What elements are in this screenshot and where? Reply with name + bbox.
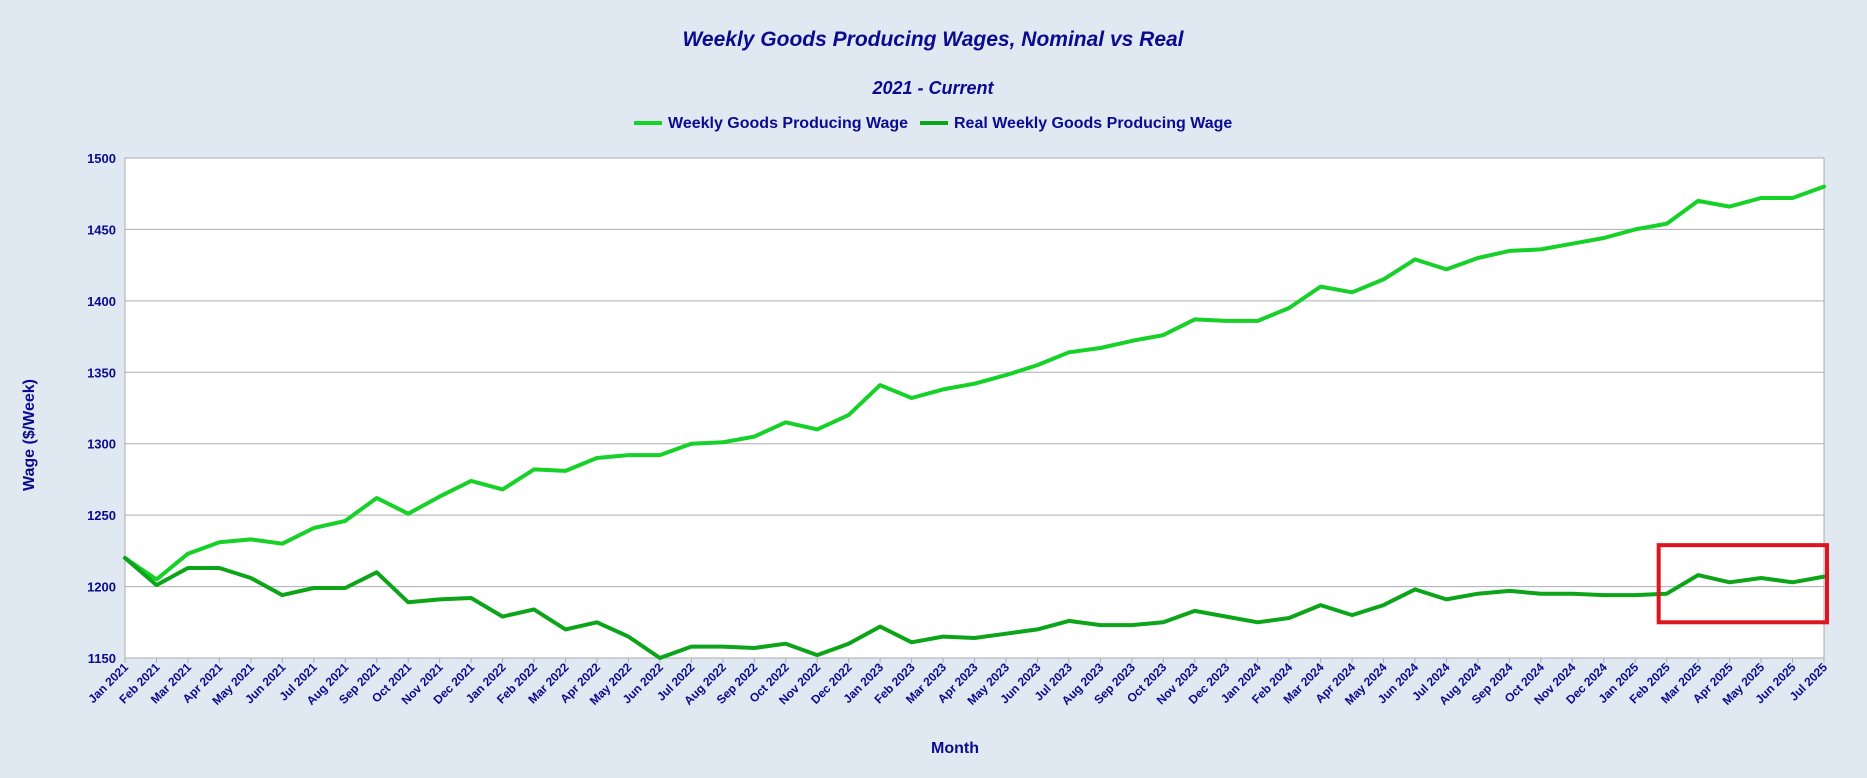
legend-label-real: Real Weekly Goods Producing Wage	[954, 115, 1232, 132]
highlight-box	[1656, 543, 1829, 625]
y-tick-label: 1300	[87, 437, 116, 452]
legend: Weekly Goods Producing Wage Real Weekly …	[634, 115, 1232, 132]
y-tick-label: 1200	[87, 580, 116, 595]
chart-title: Weekly Goods Producing Wages, Nominal vs…	[682, 28, 1184, 51]
x-axis-label: Month	[931, 740, 979, 757]
series-line-real-wage	[123, 556, 1826, 660]
highlight-box-group	[1656, 543, 1829, 625]
chart-subtitle: 2021 - Current	[871, 78, 994, 98]
series-lines	[123, 184, 1826, 660]
y-tick-label: 1250	[87, 508, 116, 523]
y-tick-label: 1350	[87, 365, 116, 380]
y-tick-label: 1150	[88, 651, 116, 666]
y-tick-label: 1500	[87, 151, 116, 166]
y-tick-label: 1400	[87, 294, 116, 309]
y-tick-label: 1450	[87, 222, 116, 237]
series-line-nominal-wage	[123, 184, 1826, 582]
y-axis-ticks: 1150 1200 1250 1300 1350 1400 1450 1500	[87, 151, 116, 666]
legend-label-nominal: Weekly Goods Producing Wage	[668, 115, 908, 132]
plot-area	[124, 157, 1825, 659]
y-axis-label: Wage ($/Week)	[21, 379, 38, 491]
